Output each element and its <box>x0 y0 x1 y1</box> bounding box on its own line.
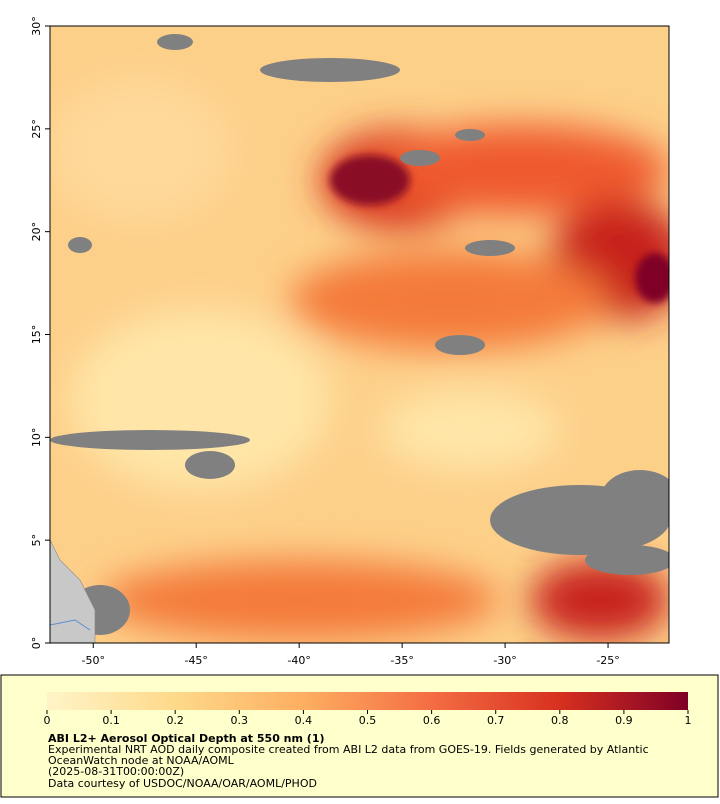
map-image <box>50 26 669 643</box>
y-tick-label: 15° <box>30 325 43 345</box>
y-tick-label: 25° <box>30 119 43 139</box>
colorbar-tick-label: 0.5 <box>359 714 377 727</box>
legend-line: (2025-08-31T00:00:00Z) <box>48 765 184 778</box>
colorbar-tick-label: 0.7 <box>487 714 505 727</box>
colorbar-tick-label: 0.1 <box>102 714 120 727</box>
x-tick-label: -35° <box>390 654 413 667</box>
x-tick-label: -40° <box>287 654 310 667</box>
y-tick-label: 5° <box>30 534 43 547</box>
colorbar-tick-label: 1 <box>685 714 692 727</box>
legend-line: OceanWatch node at NOAA/AOML <box>48 754 235 767</box>
legend-line: Data courtesy of USDOC/NOAA/OAR/AOML/PHO… <box>48 777 317 790</box>
colorbar-tick-label: 0.3 <box>231 714 249 727</box>
colorbar-tick-label: 0 <box>44 714 51 727</box>
y-tick-label: 0° <box>30 637 43 650</box>
y-tick-label: 30° <box>30 16 43 36</box>
colorbar-tick-label: 0.6 <box>423 714 441 727</box>
x-tick-label: -30° <box>493 654 516 667</box>
legend-title: ABI L2+ Aerosol Optical Depth at 550 nm … <box>48 732 325 745</box>
colorbar-tick-label: 0.4 <box>295 714 313 727</box>
y-tick-label: 10° <box>30 428 43 448</box>
x-tick-label: -45° <box>184 654 207 667</box>
colorbar-tick-label: 0.9 <box>615 714 633 727</box>
colorbar <box>47 692 688 710</box>
x-tick-label: -25° <box>596 654 619 667</box>
x-tick-label: -50° <box>82 654 105 667</box>
colorbar-tick-label: 0.8 <box>551 714 569 727</box>
y-tick-label: 20° <box>30 222 43 242</box>
legend-line: Experimental NRT AOD daily composite cre… <box>48 743 649 756</box>
colorbar-tick-label: 0.2 <box>166 714 184 727</box>
